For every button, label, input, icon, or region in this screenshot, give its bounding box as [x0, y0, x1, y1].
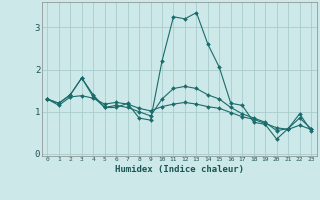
X-axis label: Humidex (Indice chaleur): Humidex (Indice chaleur) — [115, 165, 244, 174]
